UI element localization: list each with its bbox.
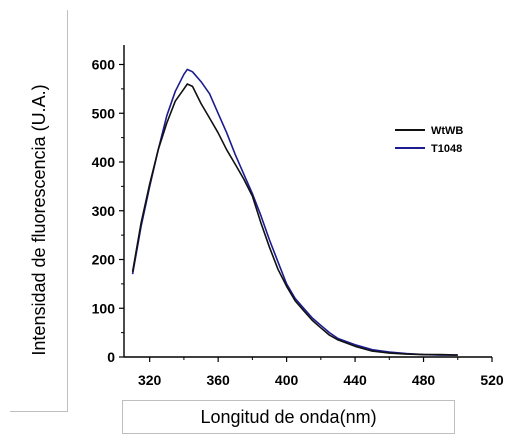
x-tick-label: 360 — [206, 372, 230, 388]
series-line-t1048 — [131, 68, 458, 356]
frame-line-left — [67, 10, 68, 412]
y-axis-label: Intensidad de fluorescencia (U.A.) — [29, 84, 49, 355]
y-tick-label: 0 — [107, 349, 115, 365]
y-tick-label: 400 — [92, 154, 116, 170]
y-tick-label: 300 — [92, 203, 116, 219]
x-tick-label: 320 — [138, 372, 162, 388]
y-tick-label: 500 — [92, 105, 116, 121]
x-tick-label: 400 — [275, 372, 299, 388]
axes: 0 100 200 300 400 500 600 320 360 400 440 480 520 — [92, 45, 504, 388]
frame-line-bottom — [10, 411, 68, 412]
series-line-wtwb — [131, 83, 458, 356]
x-tick-label: 440 — [343, 372, 367, 388]
y-tick-label: 600 — [92, 57, 116, 73]
x-axis-label-box: Longitud de onda(nm) — [122, 400, 455, 434]
x-axis-label: Longitud de onda(nm) — [200, 407, 377, 427]
legend: WtWB T1048 — [395, 125, 463, 155]
y-tick-label: 100 — [92, 300, 116, 316]
x-tick-label: 520 — [480, 372, 504, 388]
legend-label-t1048: T1048 — [431, 143, 462, 155]
y-tick-label: 200 — [92, 252, 116, 268]
series-layer — [131, 68, 458, 356]
x-tick-label: 480 — [412, 372, 436, 388]
legend-label-wtwb: WtWB — [431, 125, 463, 137]
